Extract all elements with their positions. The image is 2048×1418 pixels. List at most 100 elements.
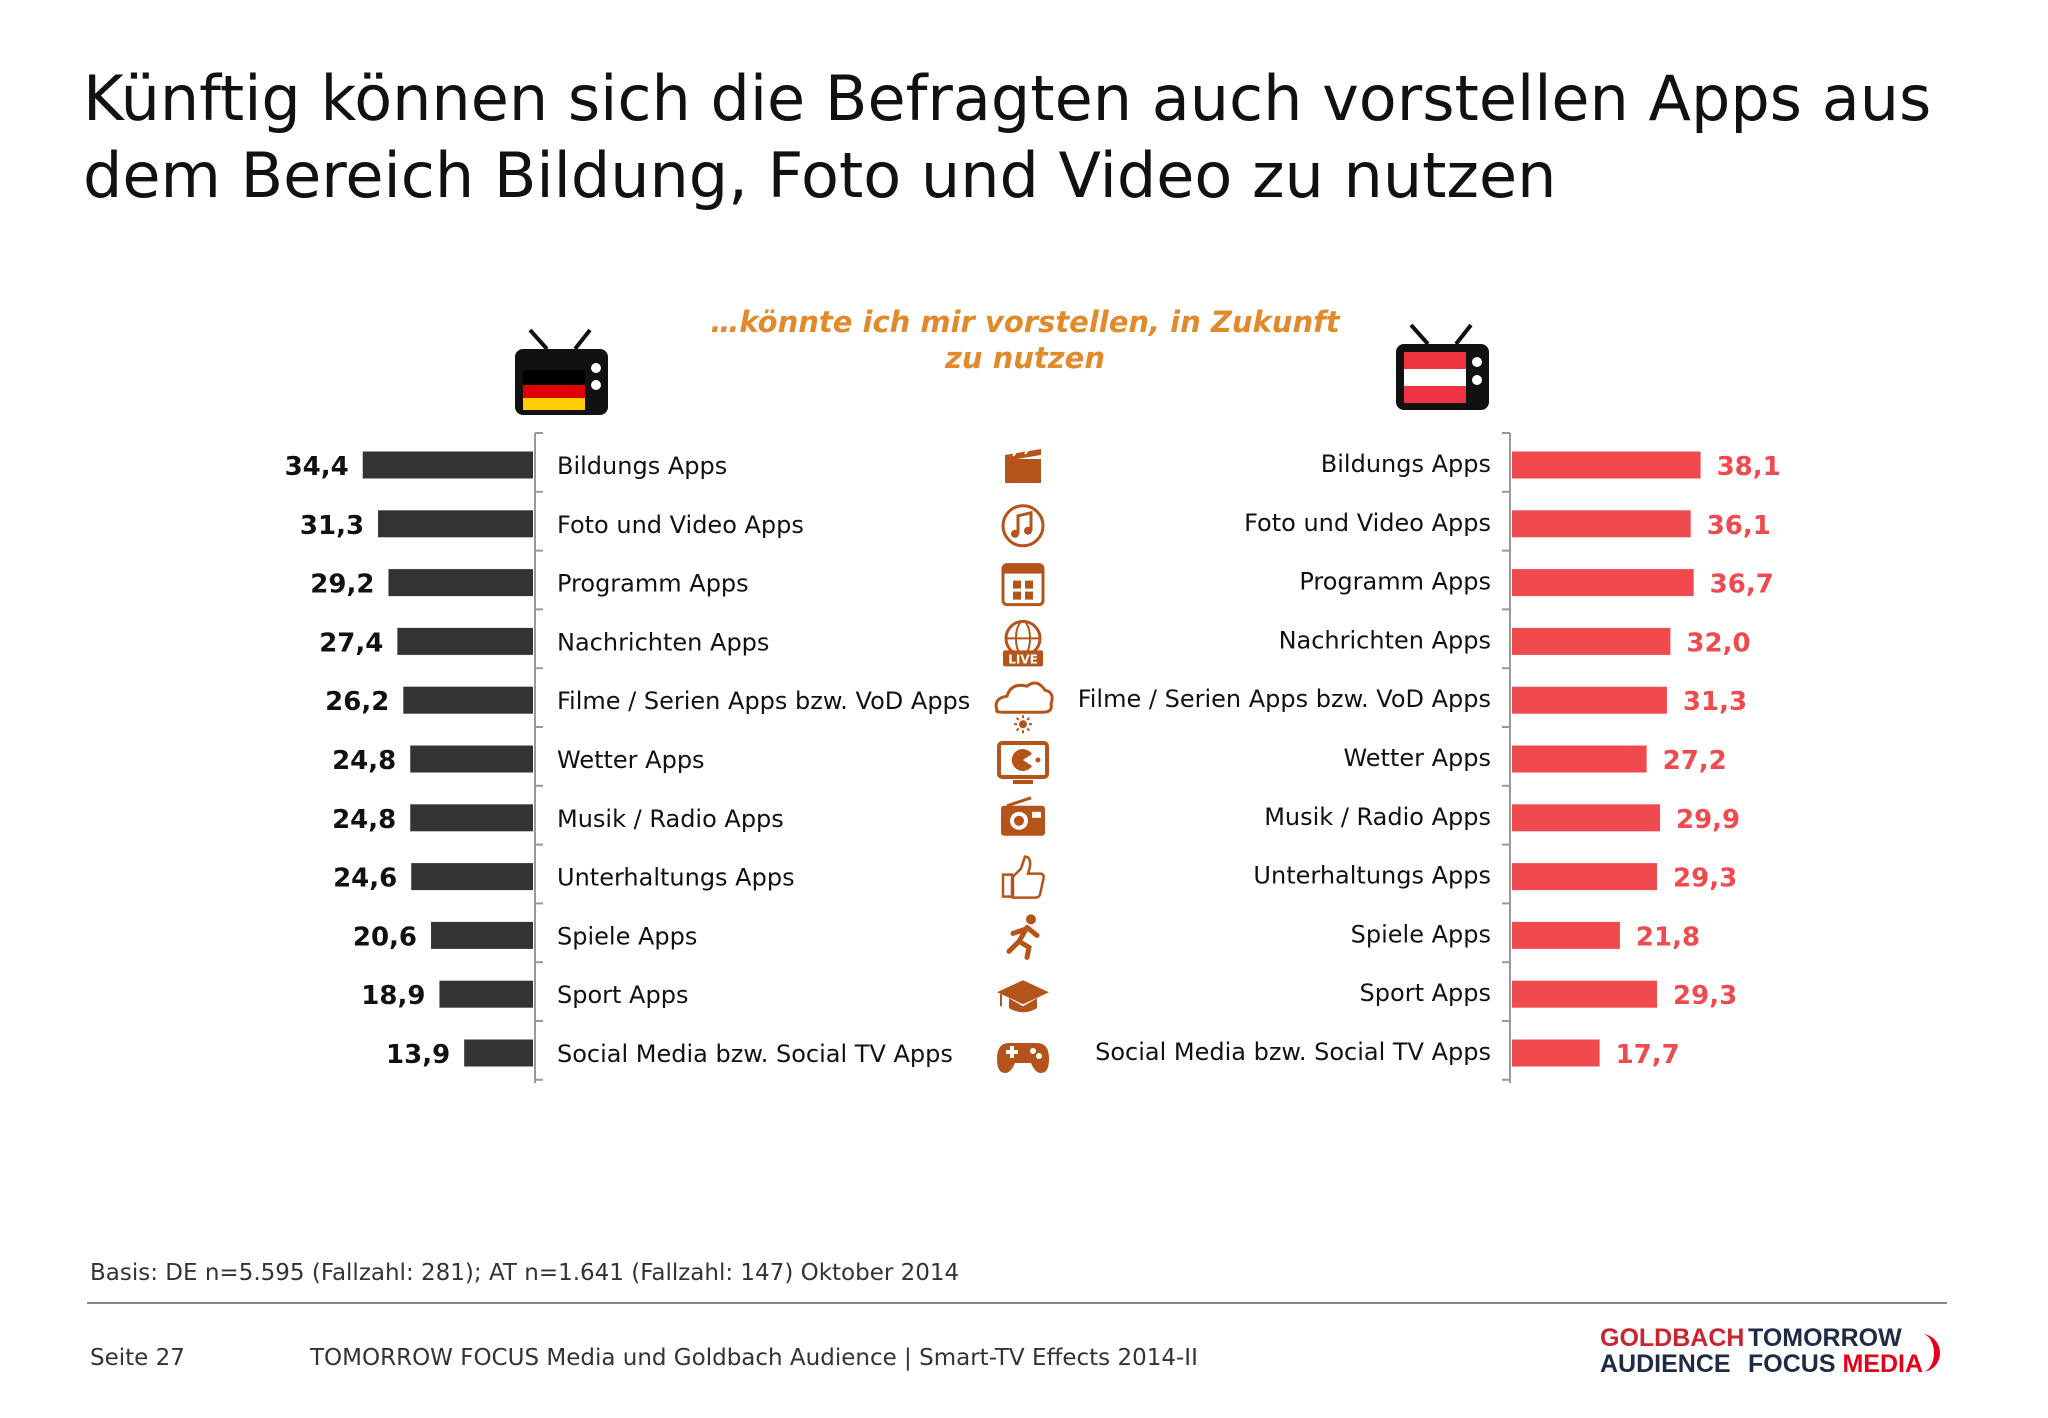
de-bar: [378, 510, 533, 538]
music-head: [1011, 529, 1019, 538]
at-bar: [1512, 569, 1694, 597]
de-value-label: 24,8: [332, 805, 396, 835]
at-category-label: Nachrichten Apps: [1279, 626, 1491, 654]
music-note-icon: [1001, 504, 1045, 548]
at-value-label: 36,7: [1710, 570, 1774, 600]
de-category-label: Musik / Radio Apps: [557, 805, 784, 833]
de-category-label: Social Media bzw. Social TV Apps: [557, 1040, 953, 1068]
gamepad-dpad: [1010, 1046, 1014, 1058]
clapper-stripe: [1012, 450, 1018, 457]
de-category-label: Unterhaltungs Apps: [557, 864, 795, 892]
running-person-icon: [1006, 914, 1040, 960]
de-bar: [410, 804, 533, 832]
de-value-label: 27,4: [319, 628, 383, 658]
de-category-label: Nachrichten Apps: [557, 628, 769, 656]
at-bar: [1512, 686, 1667, 714]
at-category-label: Social Media bzw. Social TV Apps: [1095, 1038, 1491, 1066]
at-category-label: Filme / Serien Apps bzw. VoD Apps: [1078, 685, 1491, 713]
grid-cell: [1025, 591, 1033, 600]
at-value-label: 29,3: [1673, 981, 1737, 1011]
music-circle: [1001, 504, 1045, 548]
grid-cell: [1013, 580, 1021, 589]
de-category-label: Foto und Video Apps: [557, 511, 804, 539]
austria-tv-icon: [1396, 323, 1489, 410]
at-category-label: Wetter Apps: [1343, 744, 1491, 772]
de-bar: [431, 921, 533, 949]
de-value-label: 34,4: [285, 452, 349, 482]
de-bar: [397, 627, 533, 655]
germany-tv-icon: [515, 328, 608, 415]
live-badge: [1003, 650, 1043, 667]
pacman: [1011, 749, 1032, 771]
at-category-label: Foto und Video Apps: [1244, 509, 1491, 537]
at-bar: [1512, 627, 1671, 655]
at-category-label: Programm Apps: [1299, 568, 1491, 596]
cap-top: [997, 980, 1049, 1005]
de-value-label: 26,2: [325, 687, 389, 717]
de-category-label: Spiele Apps: [557, 922, 697, 950]
grid-cell: [1025, 580, 1033, 589]
radio-speaker-inner: [1014, 815, 1024, 826]
chart-subtitle: …könnte ich mir vorstellen, in Zukunft z…: [710, 305, 1340, 375]
goldbach-logo-line2: AUDIENCE: [1600, 1350, 1731, 1378]
grid-header: [1003, 564, 1043, 574]
clapper-stripe: [1024, 448, 1030, 455]
grid-cell: [1013, 591, 1021, 600]
at-value-label: 27,2: [1663, 746, 1727, 776]
at-bar: [1512, 451, 1701, 479]
at-value-label: 17,7: [1616, 1040, 1680, 1070]
footer-divider: [87, 1302, 1947, 1304]
sun-ray: [1015, 727, 1020, 732]
at-category-label: Unterhaltungs Apps: [1253, 862, 1491, 890]
tv-pacman-icon: [997, 741, 1049, 784]
pacman-dot: [1035, 757, 1041, 763]
cloud-outline: [994, 681, 1054, 714]
runner-head: [1026, 914, 1036, 925]
clapperboard-icon: [1005, 448, 1041, 483]
music-stem: [1016, 510, 1033, 534]
tomorrow-logo-line1: TOMORROW: [1748, 1324, 1902, 1352]
radio-icon: [1001, 796, 1045, 836]
at-category-label: Musik / Radio Apps: [1264, 803, 1491, 831]
sun-core: [1019, 720, 1027, 729]
de-bar: [403, 686, 533, 714]
sun-ray: [1015, 717, 1020, 721]
de-value-label: 20,6: [353, 922, 417, 952]
live-text: LIVE: [1008, 652, 1038, 666]
at-bar: [1512, 510, 1691, 538]
music-head: [1024, 526, 1032, 535]
thumbs-up-icon: [1001, 855, 1045, 899]
de-value-label: 31,3: [300, 511, 364, 541]
thumb-hand: [1011, 855, 1045, 899]
tv-frame: [997, 741, 1049, 779]
de-value-label: 24,6: [333, 864, 397, 894]
live-globe-icon: LIVE: [1003, 619, 1043, 667]
page-title: Künftig können sich die Befragten auch v…: [83, 62, 1932, 212]
at-bar: [1512, 745, 1647, 773]
at-value-label: 32,0: [1686, 628, 1750, 658]
at-category-label: Bildungs Apps: [1321, 450, 1491, 478]
at-value-label: 31,3: [1683, 687, 1747, 717]
at-bar: [1512, 1039, 1600, 1067]
at-bar: [1512, 863, 1658, 891]
at-bar: [1512, 980, 1658, 1008]
de-value-label: 18,9: [361, 981, 425, 1011]
at-category-label: Sport Apps: [1360, 979, 1491, 1007]
de-category-label: Programm Apps: [557, 570, 749, 598]
tomorrow-focus-media-logo: TOMORROW FOCUS MEDIA: [1748, 1325, 1948, 1377]
gamepad-button: [1036, 1053, 1042, 1059]
de-category-label: Sport Apps: [557, 981, 688, 1009]
radio-antenna: [1006, 796, 1032, 808]
de-value-label: 24,8: [332, 746, 396, 776]
footer-source: TOMORROW FOCUS Media und Goldbach Audien…: [310, 1345, 1198, 1371]
weather-cloud-sun-icon: [994, 681, 1054, 734]
de-category-label: Filme / Serien Apps bzw. VoD Apps: [557, 687, 970, 715]
goldbach-logo-line1: GOLDBACH: [1600, 1324, 1745, 1352]
de-bar: [410, 745, 533, 773]
page-number: Seite 27: [90, 1345, 185, 1371]
at-category-label: Spiele Apps: [1351, 920, 1491, 948]
de-bar: [362, 451, 533, 479]
at-bar: [1512, 804, 1661, 832]
gamepad-icon: [997, 1043, 1049, 1073]
